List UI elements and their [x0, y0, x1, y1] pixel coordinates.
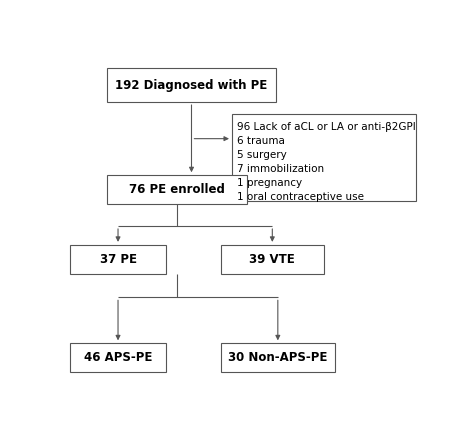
FancyBboxPatch shape	[70, 245, 166, 273]
Text: 76 PE enrolled: 76 PE enrolled	[129, 183, 225, 196]
Text: 30 Non-APS-PE: 30 Non-APS-PE	[228, 351, 328, 364]
FancyBboxPatch shape	[107, 68, 276, 102]
Text: 96 Lack of aCL or LA or anti-β2GPI
6 trauma
5 surgery
7 immobilization
1 pregnan: 96 Lack of aCL or LA or anti-β2GPI 6 tra…	[237, 122, 416, 202]
Text: 192 Diagnosed with PE: 192 Diagnosed with PE	[115, 78, 268, 92]
FancyBboxPatch shape	[107, 175, 246, 204]
FancyBboxPatch shape	[70, 343, 166, 372]
FancyBboxPatch shape	[232, 114, 416, 201]
FancyBboxPatch shape	[221, 343, 335, 372]
FancyBboxPatch shape	[221, 245, 324, 273]
Text: 37 PE: 37 PE	[100, 253, 137, 266]
Text: 39 VTE: 39 VTE	[249, 253, 295, 266]
Text: 46 APS-PE: 46 APS-PE	[84, 351, 152, 364]
